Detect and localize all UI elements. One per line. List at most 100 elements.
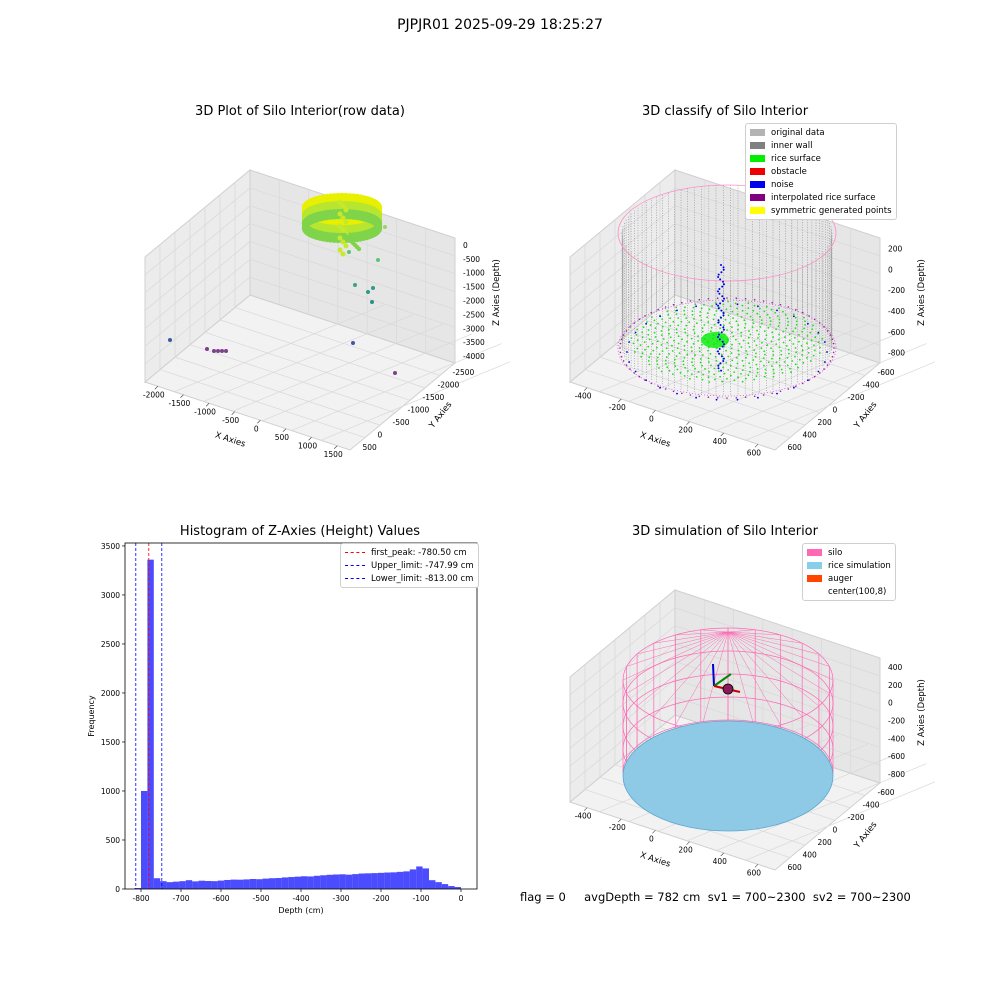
classify-y-tick-label: 600 (788, 443, 803, 452)
legend-label: obstacle (771, 166, 807, 177)
classify-noise-point (817, 370, 820, 373)
classify-rice-point (643, 341, 646, 343)
classify-rice-point (741, 369, 744, 371)
classify-rice-point (810, 339, 813, 342)
classify-floor-grid (716, 343, 927, 431)
classify-rice-point (707, 321, 710, 323)
classify-noise-point (717, 367, 720, 370)
raw-floor-grid (174, 304, 385, 393)
raw-x-tick (333, 445, 338, 449)
histogram-x-tick-label: -500 (252, 894, 269, 903)
classify-rice-point (666, 366, 669, 369)
classify-rice-point (706, 316, 709, 319)
classify-rice-point (653, 319, 656, 322)
simulation-y-tick-label: 600 (788, 863, 803, 872)
classify-rice-point (636, 339, 639, 342)
classify-interp-point (629, 326, 631, 328)
classify-rice-point (809, 360, 812, 362)
classify-rice-point (673, 358, 676, 361)
classify-rice-point (736, 313, 739, 315)
histogram-bar (198, 880, 205, 889)
classify-rice-point (814, 336, 817, 339)
classify-rice-point (647, 333, 650, 336)
classify-rice-point (641, 336, 644, 339)
classify-rice-point (725, 349, 727, 352)
classify-rice-point (774, 311, 777, 314)
classify-noise-point (717, 321, 720, 324)
raw-y-tick-label: -1500 (423, 393, 445, 402)
classify-rice-point (756, 329, 758, 332)
classify-rice-point (806, 342, 808, 345)
classify-rice-point (737, 349, 740, 352)
legend-line-sample (345, 578, 365, 579)
raw-y-axis-label: Y Axies (427, 400, 455, 432)
classify-floor-grid (687, 333, 898, 422)
classify-interp-point (826, 330, 829, 332)
raw-trail-point (340, 215, 346, 221)
raw-x-tick-label: -2000 (143, 390, 165, 399)
classify-rice-point (700, 319, 703, 321)
classify-rice-point (787, 348, 790, 351)
classify-rice-point (699, 358, 702, 360)
histogram-bar (160, 881, 167, 889)
histogram-bar (384, 872, 391, 889)
classify-rice-point (652, 349, 655, 352)
classify-rice-point (690, 337, 693, 340)
classify-rim-top (617, 184, 837, 282)
classify-rice-point (734, 302, 737, 305)
classify-z-tick-label: -200 (888, 286, 905, 295)
simulation-y-tick-label: -200 (848, 813, 865, 822)
classify-rice-point (749, 366, 752, 369)
classify-rice-point (654, 336, 657, 338)
histogram-bar (166, 882, 173, 889)
simulation-legend: silo rice simulation auger center(100,8) (802, 543, 896, 601)
classify-rice-point (707, 376, 710, 379)
classify-rice-point (683, 328, 686, 330)
simulation-z-tick-label: -800 (888, 770, 905, 779)
classify-interp-point (833, 347, 835, 349)
histogram-bar (269, 878, 276, 889)
classify-interp-point (707, 396, 710, 399)
classify-x-tick-label: 600 (747, 448, 762, 457)
simulation-wall-grid (674, 661, 881, 730)
classify-rice-point (657, 322, 659, 325)
classify-y-tick-label: 200 (818, 418, 833, 427)
simulation-auger-z (712, 663, 715, 687)
classify-interp-point (689, 394, 692, 396)
raw-x-tick (231, 411, 235, 415)
classify-rice-point (671, 344, 673, 347)
figure-title: PJPJR01 2025-09-29 18:25:27 (397, 17, 603, 33)
classify-rice-point (704, 368, 706, 370)
classify-rice-point (811, 328, 814, 330)
classify-rice-point (748, 362, 751, 364)
classify-rice-point (744, 322, 747, 325)
classify-interp-point (726, 297, 728, 299)
classify-rice-point (691, 313, 694, 316)
raw-outlier-point (168, 338, 172, 342)
classify-rice-point (735, 367, 738, 369)
raw-trail-point (343, 243, 349, 249)
simulation-z-tick-label: 200 (888, 681, 903, 690)
classify-rice-point (783, 361, 786, 363)
histogram-bar (205, 880, 212, 889)
classify-floor-grid (629, 331, 836, 401)
legend-item: silo (807, 546, 891, 559)
raw-x-tick (205, 403, 210, 407)
simulation-z-tick-label: 0 (888, 699, 893, 708)
classify-noise-point (717, 276, 720, 278)
raw-z-tick-label: -2500 (463, 310, 485, 319)
classify-noise-point (721, 345, 724, 348)
histogram-plot-area (125, 543, 477, 889)
classify-noise-point (736, 303, 739, 306)
classify-rice-point (651, 342, 654, 345)
classify-rice-point (675, 328, 678, 330)
classify-z-tick-label: 0 (888, 265, 893, 274)
raw-z-tick-label: -1500 (463, 283, 485, 292)
histogram-bar (307, 876, 314, 889)
legend-label: Upper_limit: -747.99 cm (371, 560, 474, 571)
classify-rice-point (669, 317, 672, 320)
classify-interp-point (795, 308, 797, 311)
classify-interp-point (831, 355, 834, 358)
classify-rice-point (732, 335, 735, 338)
classify-rice-point (702, 373, 704, 376)
